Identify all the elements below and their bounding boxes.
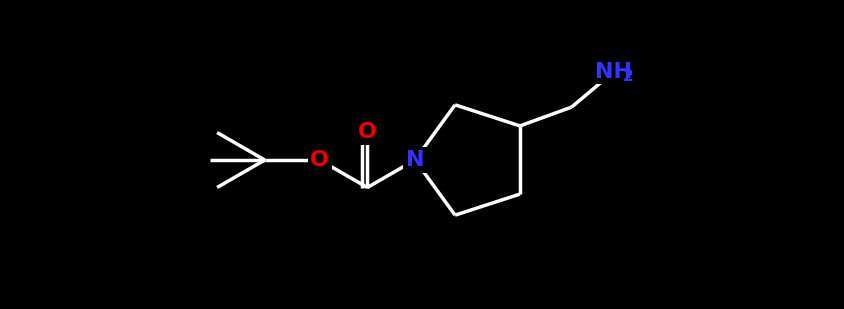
Text: O: O: [310, 150, 329, 170]
Text: NH: NH: [594, 62, 631, 82]
Text: N: N: [405, 150, 424, 170]
Text: 2: 2: [622, 69, 632, 84]
Text: O: O: [358, 122, 376, 142]
